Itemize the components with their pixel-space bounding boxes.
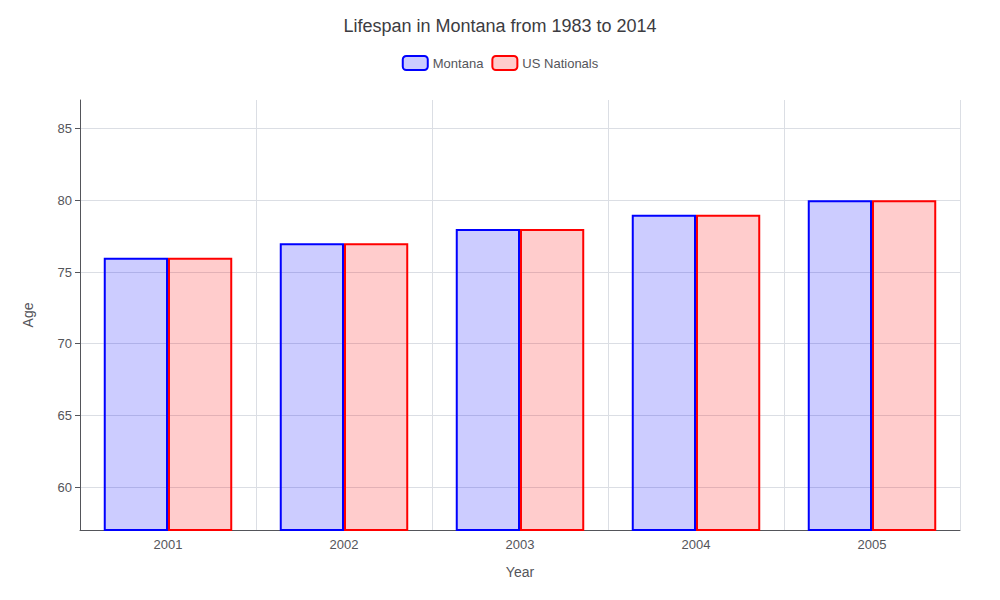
- svg-text:80: 80: [58, 193, 72, 208]
- svg-text:Montana: Montana: [433, 56, 484, 71]
- svg-text:Age: Age: [20, 302, 36, 327]
- svg-text:Year: Year: [506, 564, 535, 580]
- svg-text:2004: 2004: [682, 537, 711, 552]
- svg-text:Lifespan in Montana from 1983: Lifespan in Montana from 1983 to 2014: [343, 16, 656, 36]
- svg-text:US Nationals: US Nationals: [522, 56, 598, 71]
- svg-text:2001: 2001: [154, 537, 183, 552]
- svg-text:2005: 2005: [858, 537, 887, 552]
- svg-text:2002: 2002: [330, 537, 359, 552]
- svg-text:85: 85: [58, 121, 72, 136]
- svg-text:2003: 2003: [506, 537, 535, 552]
- svg-text:60: 60: [58, 480, 72, 495]
- svg-text:75: 75: [58, 265, 72, 280]
- svg-text:65: 65: [58, 408, 72, 423]
- svg-text:70: 70: [58, 336, 72, 351]
